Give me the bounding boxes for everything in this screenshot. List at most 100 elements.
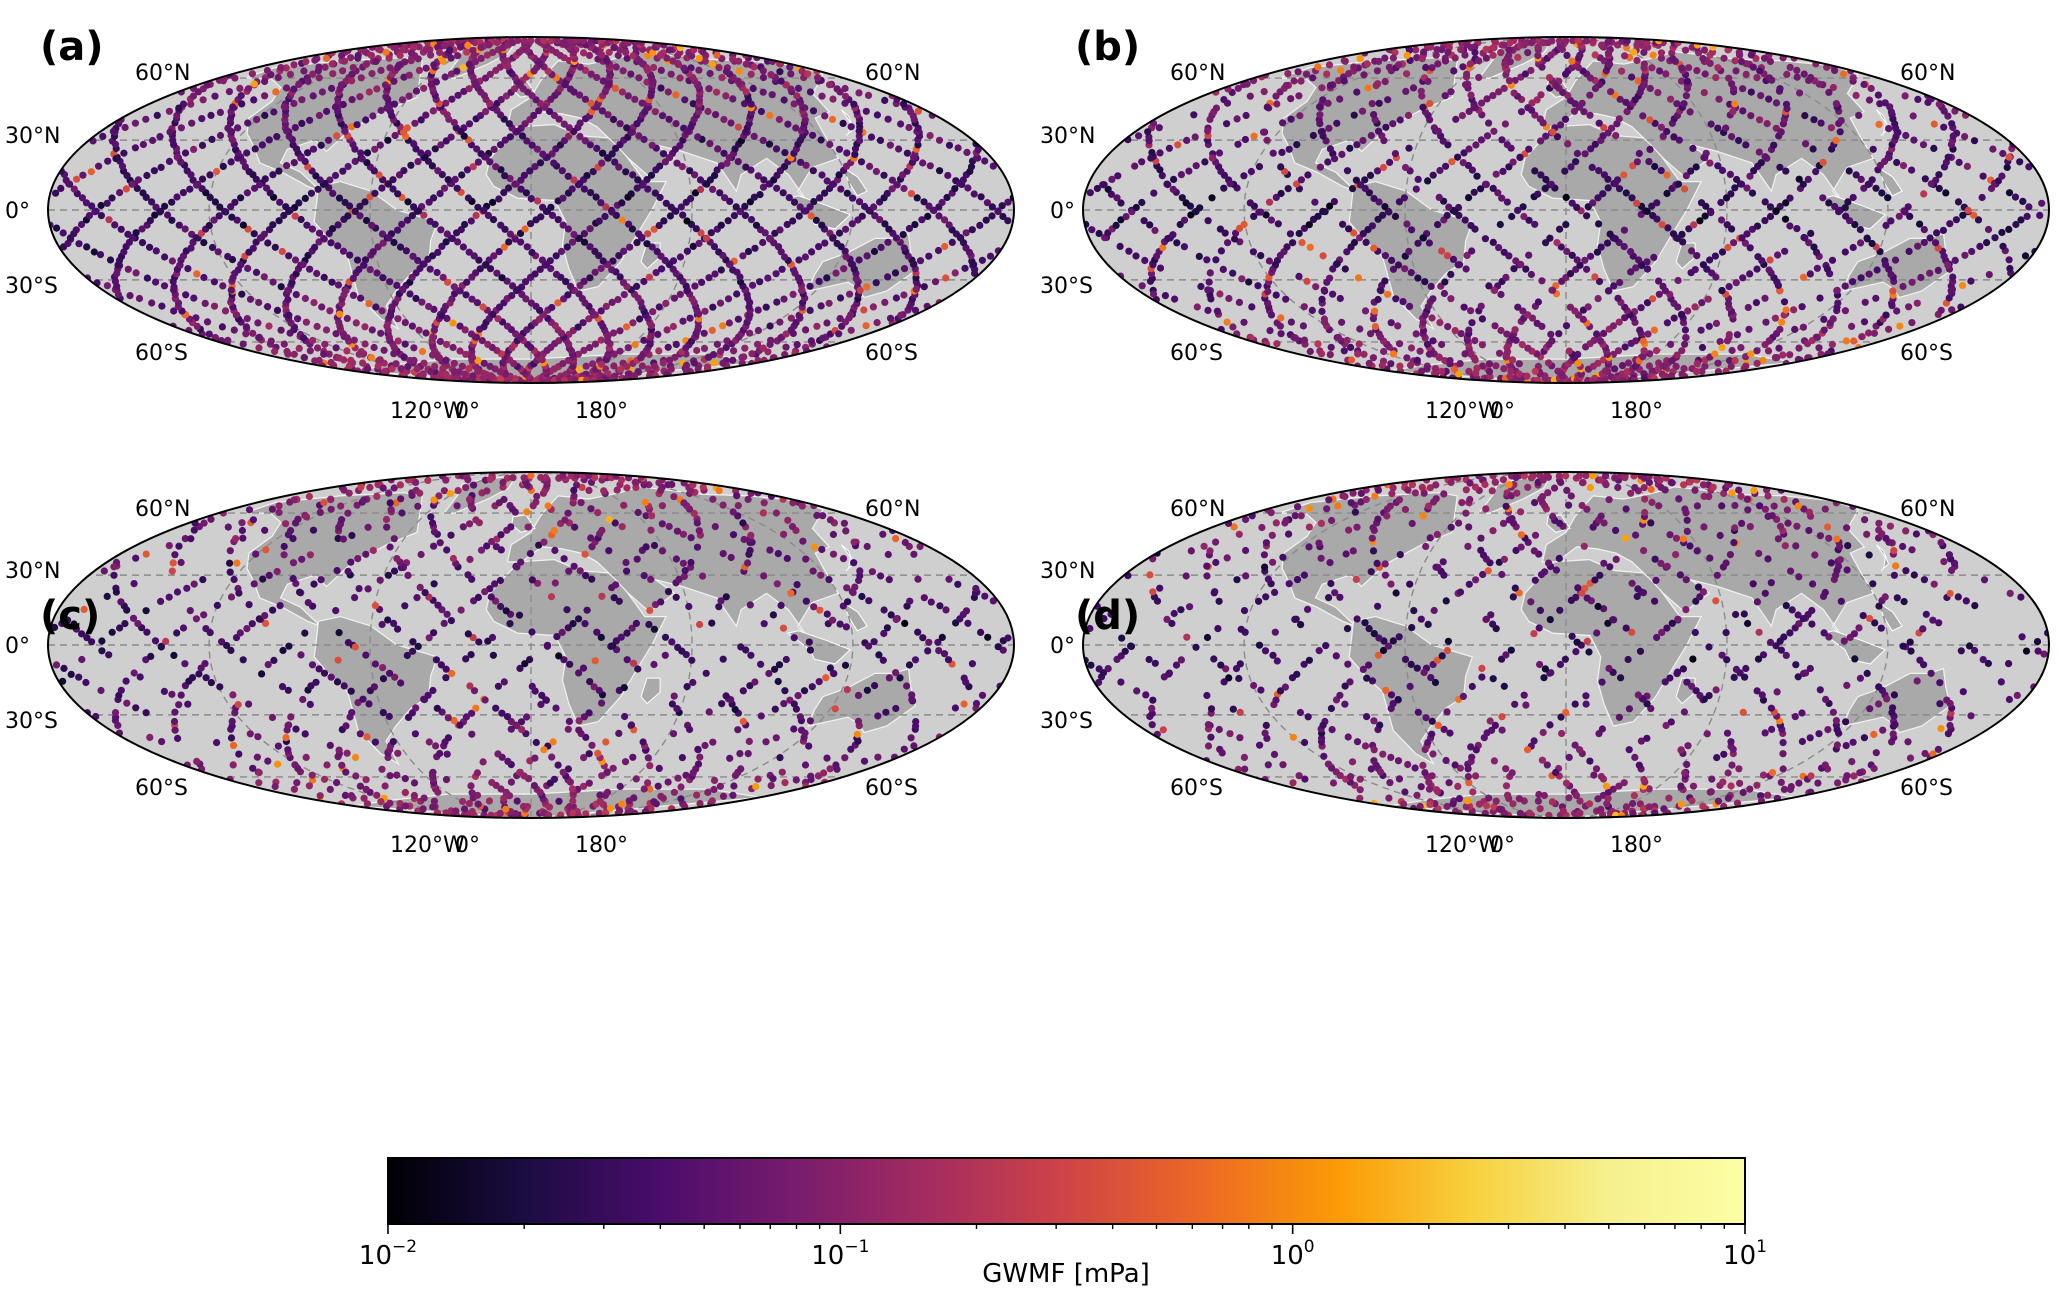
observation-point (1942, 189, 1950, 197)
observation-point (1373, 167, 1382, 175)
observation-point (564, 291, 572, 299)
observation-point (843, 189, 851, 197)
observation-point (533, 145, 542, 153)
observation-point (586, 225, 594, 233)
observation-point (348, 77, 356, 85)
observation-point (1891, 256, 1900, 264)
observation-point (913, 194, 921, 202)
observation-point (465, 364, 473, 373)
observation-point (691, 171, 699, 179)
observation-point (768, 91, 776, 99)
observation-point (798, 67, 806, 75)
observation-point (1635, 149, 1643, 158)
observation-point (1985, 271, 1993, 279)
observation-point (351, 207, 359, 215)
observation-point (846, 290, 854, 298)
observation-point (1640, 347, 1648, 355)
observation-point (597, 336, 605, 344)
observation-point (381, 367, 389, 376)
observation-point (422, 329, 430, 337)
observation-point (782, 343, 790, 351)
observation-point (1604, 49, 1613, 57)
observation-point (401, 319, 409, 327)
observation-point (446, 46, 454, 54)
observation-point (286, 70, 294, 78)
latitude-label: 0° (5, 199, 30, 224)
observation-point (807, 212, 815, 220)
observation-point (1948, 285, 1956, 293)
observation-point (794, 84, 803, 92)
observation-point (132, 269, 140, 277)
observation-point (741, 211, 750, 220)
observation-point (465, 120, 474, 128)
observation-point (414, 207, 423, 215)
observation-point (746, 601, 754, 609)
observation-point (1287, 95, 1295, 103)
observation-point (592, 193, 600, 201)
observation-point (1587, 252, 1595, 260)
observation-point (1385, 63, 1393, 71)
observation-point (1414, 175, 1422, 183)
observation-point (420, 359, 428, 367)
observation-point (1407, 344, 1416, 352)
observation-point (277, 326, 285, 334)
observation-point (712, 111, 720, 119)
observation-point (308, 225, 316, 233)
observation-point (1223, 318, 1231, 326)
observation-point (912, 718, 920, 726)
observation-point (453, 184, 461, 192)
observation-point (968, 226, 976, 234)
observation-point (1523, 372, 1531, 380)
observation-point (304, 77, 312, 85)
observation-point (1545, 74, 1554, 82)
observation-point (671, 353, 679, 361)
observation-point (443, 230, 451, 238)
observation-point (658, 520, 666, 528)
observation-point (187, 244, 195, 252)
observation-point (881, 96, 889, 104)
observation-point (1277, 330, 1285, 338)
observation-point (1978, 193, 1986, 202)
observation-point (1386, 158, 1394, 166)
observation-point (784, 120, 792, 128)
observation-point (1857, 274, 1865, 282)
observation-point (581, 95, 590, 103)
observation-point (863, 252, 871, 260)
observation-point (441, 73, 449, 81)
observation-point (1405, 144, 1413, 152)
observation-point (633, 239, 641, 247)
observation-point (500, 495, 508, 504)
observation-point (1793, 225, 1801, 233)
observation-point (1628, 194, 1636, 202)
observation-point (356, 202, 364, 210)
observation-point (1240, 318, 1248, 326)
observation-point (639, 180, 647, 188)
observation-point (977, 193, 985, 201)
observation-point (1561, 167, 1569, 175)
observation-point (1343, 336, 1351, 344)
observation-point (895, 145, 903, 153)
observation-point (1827, 124, 1835, 132)
observation-point (1429, 295, 1437, 303)
observation-point (311, 243, 319, 251)
observation-point (1370, 244, 1378, 252)
observation-point (408, 212, 416, 220)
observation-point (297, 154, 305, 162)
observation-point (1485, 282, 1493, 290)
observation-point (897, 311, 905, 319)
observation-point (1441, 57, 1450, 65)
observation-point (581, 137, 589, 145)
observation-point (442, 356, 450, 364)
observation-point (905, 224, 914, 233)
observation-point (205, 221, 213, 230)
observation-point (756, 278, 764, 286)
observation-point (401, 340, 409, 348)
observation-point (1434, 60, 1442, 68)
observation-point (986, 252, 995, 260)
observation-point (1180, 216, 1189, 224)
observation-point (414, 158, 422, 166)
observation-point (1725, 331, 1733, 339)
observation-point (704, 107, 712, 116)
observation-point (754, 306, 762, 314)
observation-point (1731, 57, 1739, 65)
